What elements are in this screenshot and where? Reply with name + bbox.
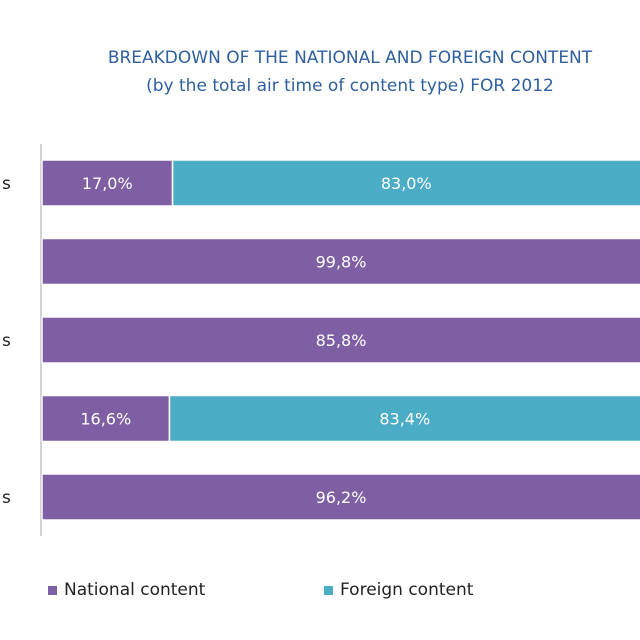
- bar-national: [41, 473, 640, 521]
- bar-foreign: [168, 394, 640, 443]
- chart-subtitle: (by the total air time of content type) …: [146, 76, 554, 96]
- data-label: 83,0%: [381, 174, 432, 193]
- bar-national: [41, 159, 174, 207]
- category-label: s: [2, 174, 11, 194]
- chart-title-block: BREAKDOWN OF THE NATIONAL AND FOREIGN CO…: [0, 44, 640, 100]
- bar-national: [41, 316, 640, 364]
- legend-swatch-foreign: [324, 585, 333, 595]
- data-label: 96,2%: [316, 488, 367, 507]
- data-label: 16,6%: [80, 410, 131, 429]
- category-label: s: [2, 488, 11, 508]
- legend-item-national: National content: [48, 580, 205, 600]
- chart-title: BREAKDOWN OF THE NATIONAL AND FOREIGN CO…: [107, 48, 593, 68]
- data-label: 17,0%: [82, 174, 133, 193]
- data-label: 99,8%: [316, 253, 367, 272]
- data-label: 83,4%: [379, 410, 430, 429]
- legend-label-foreign: Foreign content: [340, 580, 474, 600]
- legend-label-national: National content: [64, 580, 206, 600]
- data-label: 85,8%: [316, 331, 367, 350]
- bar-foreign: [171, 159, 640, 207]
- legend-item-foreign: Foreign content: [324, 580, 473, 600]
- category-label: s: [2, 331, 11, 351]
- legend-swatch-national: [48, 585, 57, 595]
- bar-national: [41, 394, 171, 443]
- bar-national: [41, 237, 640, 286]
